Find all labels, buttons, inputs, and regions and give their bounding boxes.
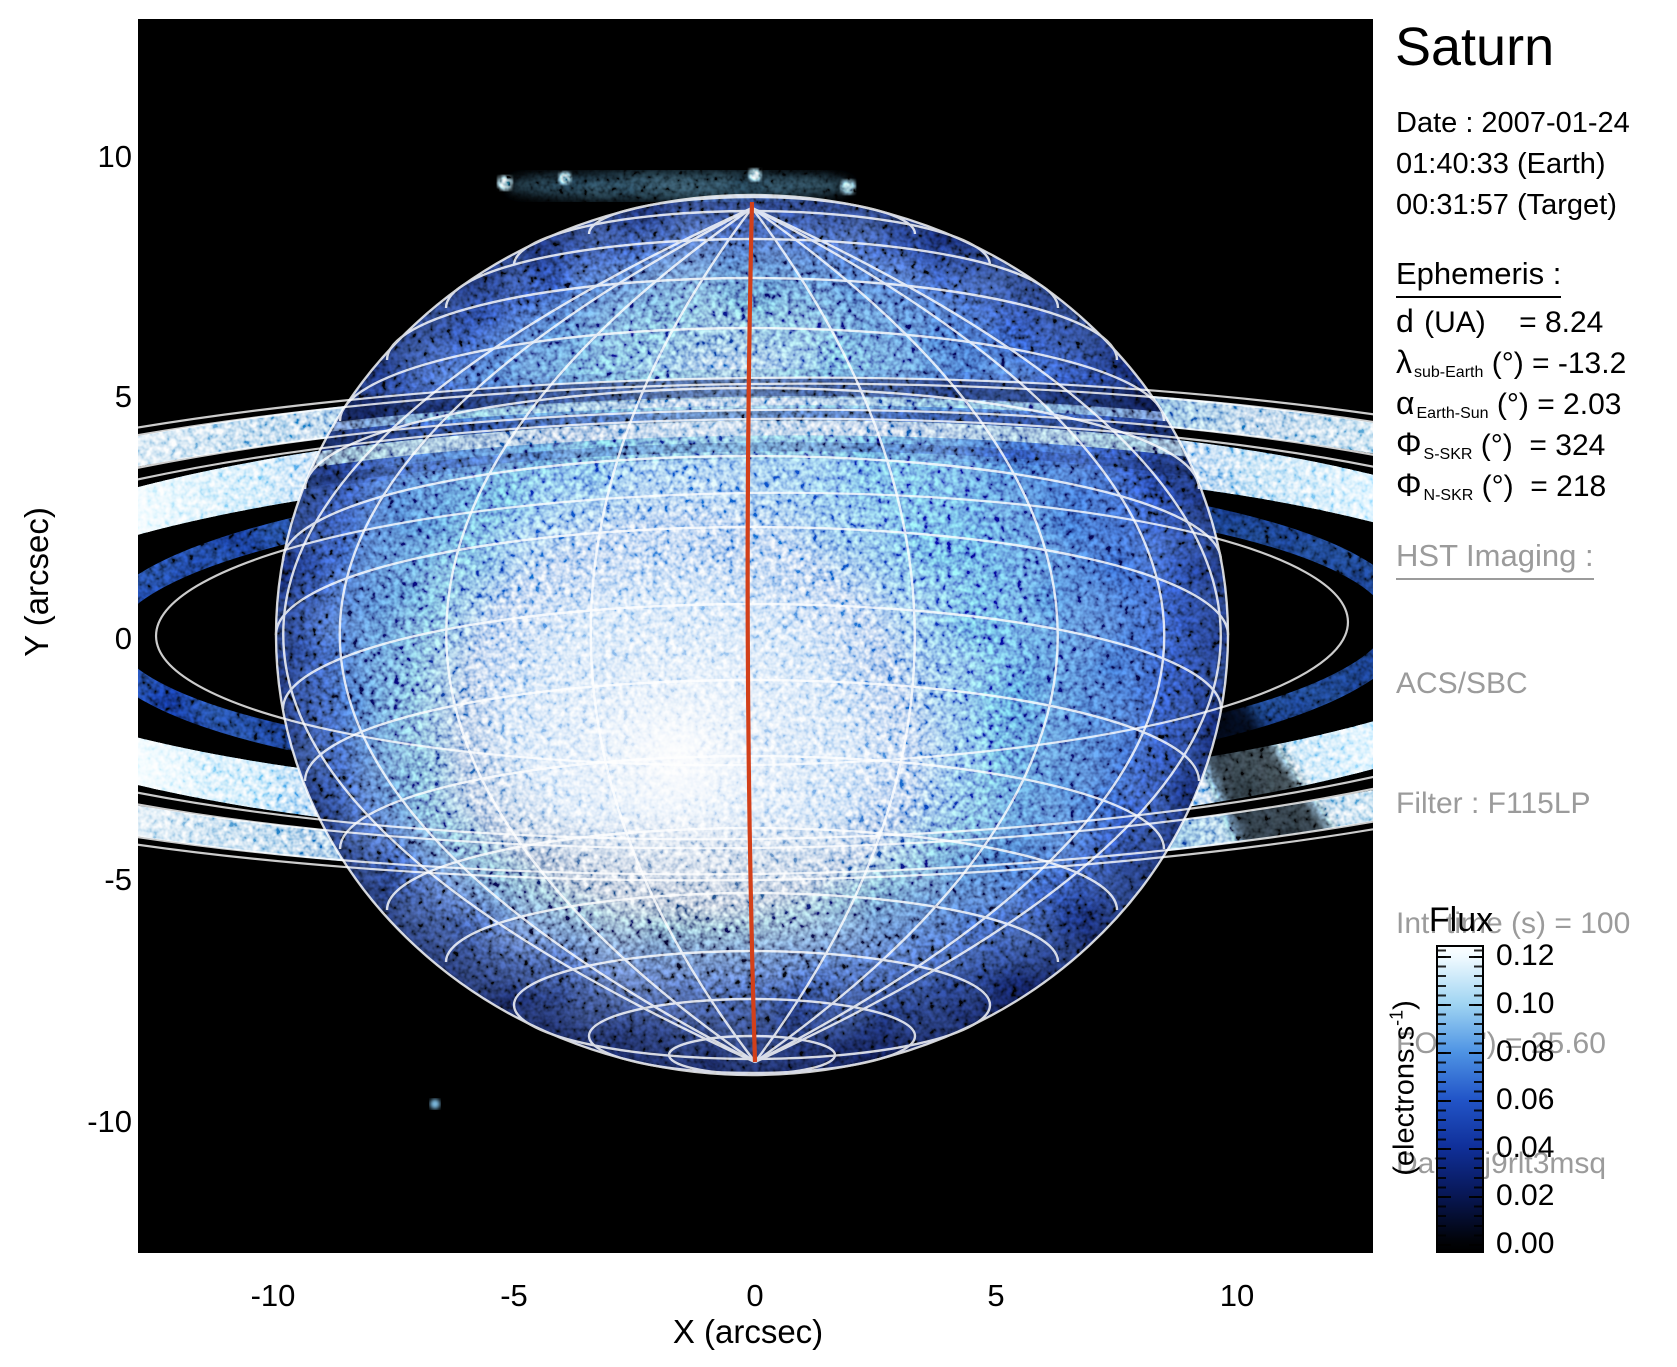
target-time: 00:31:57 (Target)	[1396, 189, 1617, 221]
patchy-noise	[138, 19, 1373, 1253]
colorbar-tick-label: 0.12	[1496, 939, 1555, 972]
ephemeris-row: α Earth-Sun (°) = 2.03	[1396, 385, 1626, 426]
ephemeris-row: d (UA) = 8.24	[1396, 303, 1626, 344]
colorbar-tick-label: 0.00	[1496, 1227, 1555, 1260]
ephemeris-symbol: α	[1396, 385, 1415, 421]
hst-filter: Filter : F115LP	[1396, 787, 1591, 820]
central-meridian-line	[745, 201, 758, 1063]
ephemeris-value: (°) = 218	[1473, 470, 1607, 503]
ephemeris-value: (°) = 2.03	[1488, 388, 1622, 421]
ephemeris-subscript: N-SKR	[1423, 487, 1474, 504]
y-tick-label: 10	[97, 139, 132, 174]
ephemeris-row: λ sub-Earth (°) = -13.2	[1396, 344, 1626, 385]
unit-suffix: )	[1388, 1000, 1421, 1010]
colorbar-major-ticks-right	[1469, 947, 1482, 1251]
colorbar-tick-label: 0.10	[1496, 987, 1555, 1020]
saturn-rendering	[138, 19, 1373, 1253]
unit-prefix: (electrons.s	[1388, 1025, 1421, 1176]
page-title: Saturn	[1395, 17, 1555, 77]
colorbar-tick-label: 0.08	[1496, 1035, 1555, 1068]
ephemeris-symbol: Φ	[1396, 467, 1422, 503]
earth-time: 01:40:33 (Earth)	[1396, 148, 1606, 180]
ephemeris-row: Φ S-SKR (°) = 324	[1396, 426, 1626, 467]
ephemeris-subscript: sub-Earth	[1414, 364, 1484, 381]
hst-instrument: ACS/SBC	[1396, 667, 1528, 700]
ephemeris-symbol: λ	[1396, 344, 1412, 380]
ephemeris-symbol: Φ	[1396, 426, 1422, 462]
y-tick-label: -10	[87, 1104, 132, 1139]
x-tick-label: -5	[500, 1278, 528, 1313]
ephemeris-symbol: d	[1396, 303, 1414, 339]
y-tick-label: -5	[104, 862, 132, 897]
ephemeris-value: (UA) = 8.24	[1415, 306, 1604, 339]
y-axis-title: Y (arcsec)	[18, 507, 55, 657]
y-tick-label: 5	[114, 379, 132, 414]
hst-imaging-block: ACS/SBC Filter : F115LP Int. time (s) = …	[1396, 584, 1630, 1264]
x-axis-title: X (arcsec)	[672, 1313, 824, 1350]
colorbar-unit-label: (electrons.s-1)	[1387, 1000, 1422, 1176]
ephemeris-value: (°) = 324	[1472, 429, 1606, 462]
y-tick-label: 0	[114, 621, 132, 656]
ephemeris-value: (°) = -13.2	[1483, 347, 1627, 380]
ephemeris-subscript: Earth-Sun	[1416, 405, 1489, 422]
observation-block: Date : 2007-01-24 01:40:33 (Earth) 00:31…	[1396, 103, 1630, 226]
date-line: Date : 2007-01-24	[1396, 107, 1630, 139]
unit-exponent: -1	[1386, 1009, 1407, 1026]
saturn-image-plot	[138, 19, 1373, 1253]
ephemeris-subscript: S-SKR	[1423, 446, 1473, 463]
colorbar-title: Flux	[1428, 901, 1494, 939]
hst-imaging-heading: HST Imaging :	[1396, 538, 1594, 580]
colorbar-major-ticks-left	[1438, 947, 1451, 1251]
ephemeris-row: Φ N-SKR (°) = 218	[1396, 467, 1626, 508]
x-tick-label: 0	[746, 1278, 764, 1313]
ephemeris-heading: Ephemeris :	[1396, 256, 1562, 298]
x-tick-label: 5	[987, 1278, 1005, 1313]
x-tick-label: 10	[1219, 1278, 1255, 1313]
x-tick-label: -10	[250, 1278, 296, 1313]
colorbar-tick-label: 0.04	[1496, 1131, 1555, 1164]
colorbar-tick-label: 0.06	[1496, 1083, 1555, 1116]
ephemeris-table: d (UA) = 8.24 λ sub-Earth (°) = -13.2 α Ea…	[1396, 303, 1626, 508]
hst-int-time: Int. time (s) = 100	[1396, 907, 1631, 940]
flux-colorbar	[1436, 945, 1484, 1253]
lat-lon-grid	[274, 193, 1230, 1077]
colorbar-tick-label: 0.02	[1496, 1179, 1555, 1212]
faint-star-dot	[430, 1099, 440, 1109]
